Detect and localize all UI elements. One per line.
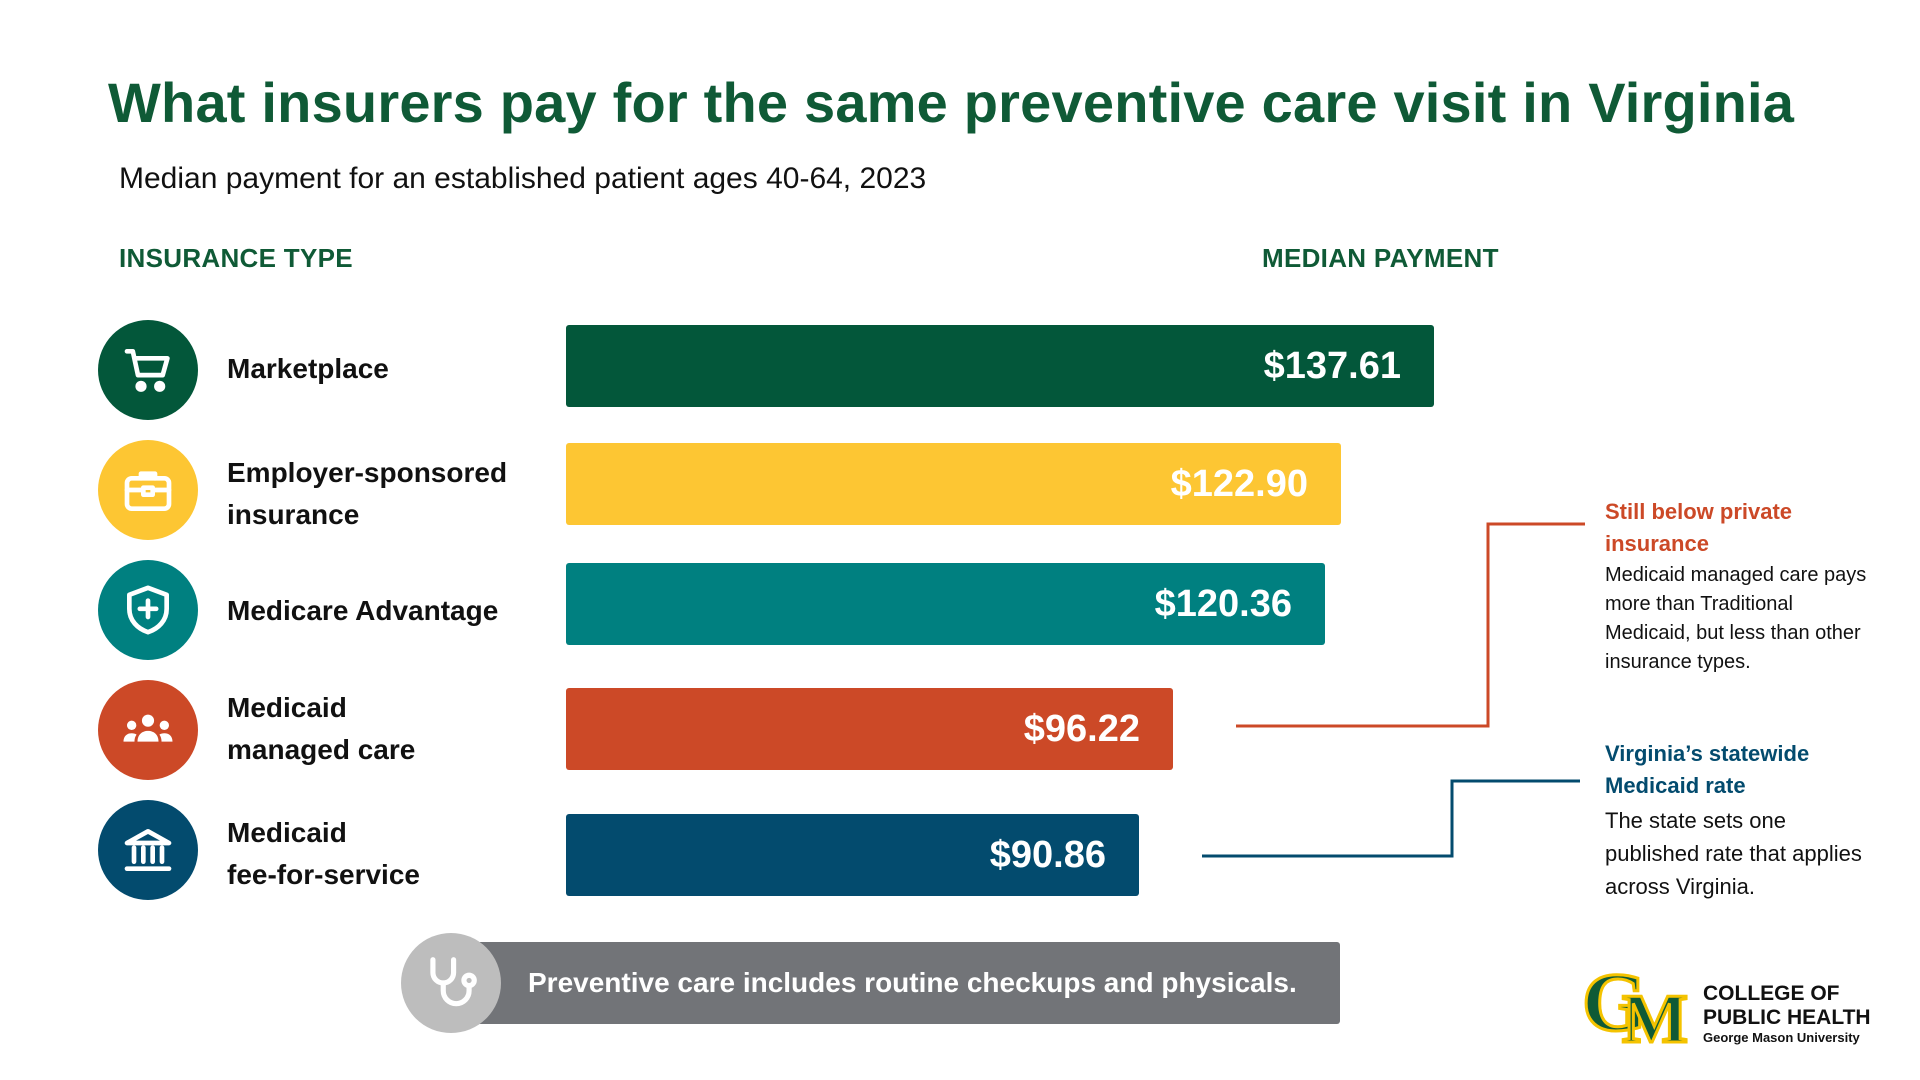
bar-medicaid-managed-care: $96.22 bbox=[566, 688, 1173, 770]
logo-line-2: PUBLIC HEALTH bbox=[1703, 1006, 1871, 1029]
row-label-medicaid-managed-care: Medicaid managed care bbox=[227, 692, 416, 765]
svg-text:G: G bbox=[1582, 958, 1647, 1048]
column-header-insurance-type: INSURANCE TYPE bbox=[119, 243, 353, 273]
logo-text: COLLEGE OF PUBLIC HEALTH George Mason Un… bbox=[1703, 982, 1871, 1046]
people-group-icon bbox=[123, 714, 173, 742]
note-icon-circle bbox=[401, 933, 501, 1033]
bar-employer-sponsored: $122.90 bbox=[566, 443, 1341, 525]
column-header-median-payment: MEDIAN PAYMENT bbox=[1262, 243, 1499, 273]
preventive-care-note-text: Preventive care includes routine checkup… bbox=[528, 967, 1297, 998]
annotation-body-statewide-rate: The state sets one published rate that a… bbox=[1605, 808, 1862, 899]
logo-line-3: George Mason University bbox=[1703, 1030, 1860, 1045]
bar-value-medicaid-managed-care: $96.22 bbox=[1023, 707, 1140, 750]
chart-subtitle: Median payment for an established patien… bbox=[119, 162, 927, 195]
row-label-marketplace: Marketplace bbox=[227, 353, 389, 384]
bar-value-medicaid-fee-for-service: $90.86 bbox=[989, 833, 1106, 876]
briefcase-icon bbox=[124, 471, 172, 511]
bar-medicare-advantage: $120.36 bbox=[566, 563, 1325, 645]
annotation-body-below-private: Medicaid managed care pays more than Tra… bbox=[1605, 564, 1867, 673]
marketplace-icon-circle bbox=[98, 320, 198, 420]
medicaid-managed-icon-circle bbox=[98, 680, 198, 780]
chart-title: What insurers pay for the same preventiv… bbox=[108, 71, 1795, 134]
shopping-cart-icon bbox=[124, 349, 170, 392]
row-label-employer-sponsored: Employer-sponsored insurance bbox=[227, 457, 508, 530]
bar-value-marketplace: $137.61 bbox=[1263, 344, 1401, 387]
employer-icon-circle bbox=[98, 440, 198, 540]
annotation-title-below-private: Still below private insurance bbox=[1605, 499, 1793, 556]
medicare-icon-circle bbox=[98, 560, 198, 660]
medicaid-ffs-icon-circle bbox=[98, 800, 198, 900]
bar-medicaid-fee-for-service: $90.86 bbox=[566, 814, 1139, 896]
row-label-medicare-advantage: Medicare Advantage bbox=[227, 595, 499, 626]
annotation-title-statewide-rate: Virginia’s statewide Medicaid rate bbox=[1605, 741, 1810, 798]
preventive-care-note: Preventive care includes routine checkup… bbox=[460, 942, 1340, 1024]
gmu-logo: G M bbox=[1581, 958, 1690, 1048]
bar-value-employer-sponsored: $122.90 bbox=[1170, 462, 1308, 505]
logo-line-1: COLLEGE OF bbox=[1703, 982, 1840, 1005]
stethoscope-icon bbox=[430, 957, 477, 1007]
government-building-icon bbox=[124, 829, 172, 871]
shield-plus-icon bbox=[127, 585, 170, 635]
svg-text:M: M bbox=[1622, 981, 1688, 1048]
bar-marketplace: $137.61 bbox=[566, 325, 1434, 407]
connector-fee-for-service bbox=[1202, 779, 1580, 858]
bar-value-medicare-advantage: $120.36 bbox=[1154, 582, 1292, 625]
row-label-medicaid-fee-for-service: Medicaid fee-for-service bbox=[227, 817, 420, 890]
